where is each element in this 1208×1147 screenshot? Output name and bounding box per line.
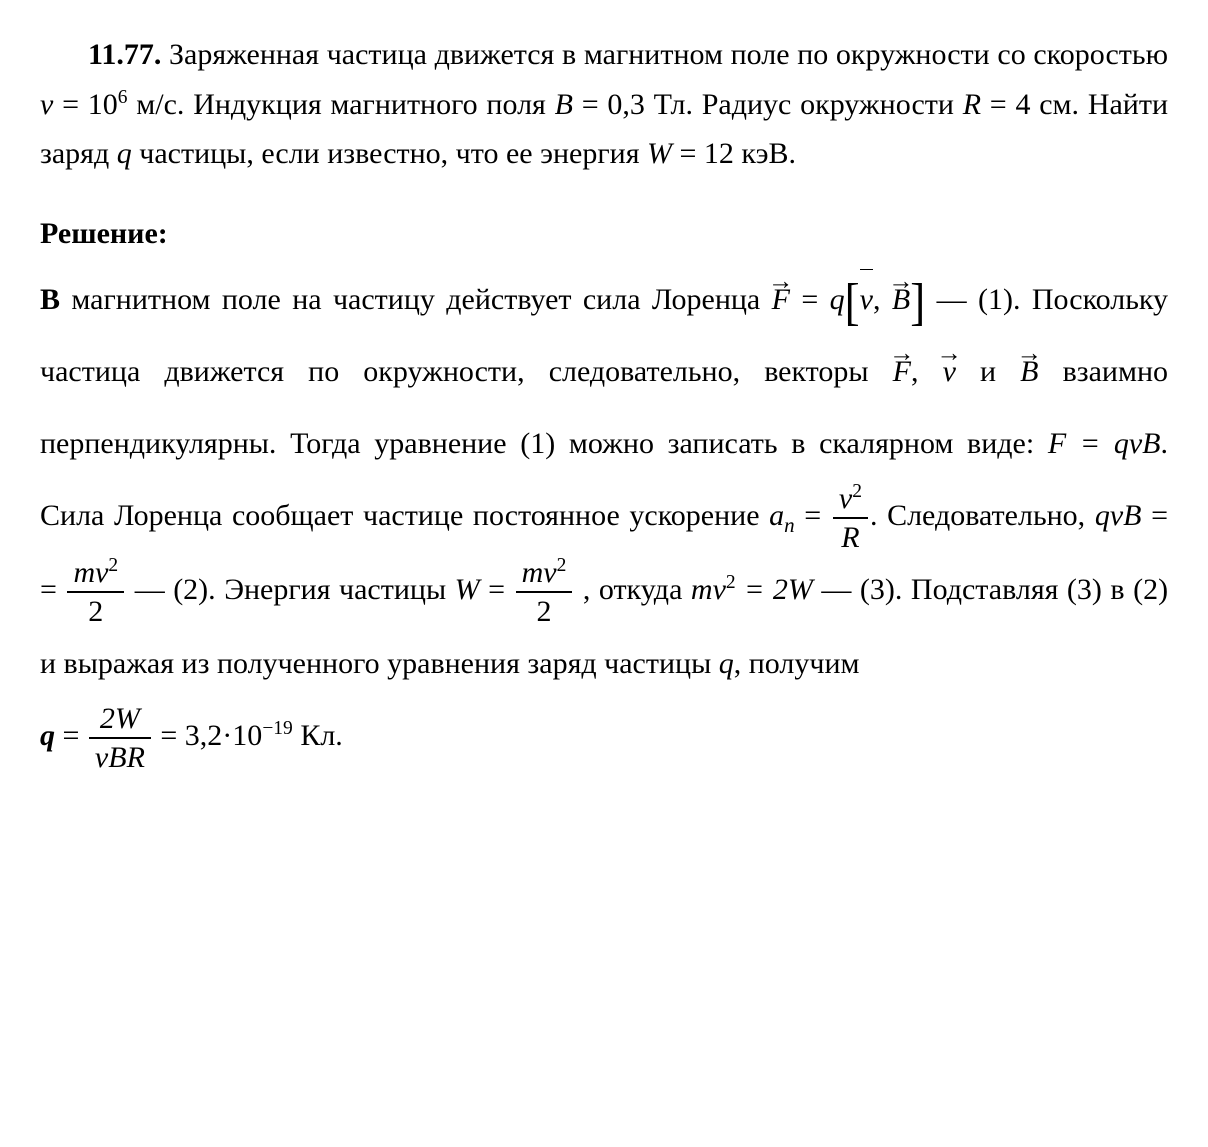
- ref-1: — (1).: [937, 283, 1032, 316]
- var-q: q: [117, 137, 132, 170]
- problem-text-3: Радиус окружности: [702, 88, 963, 121]
- fraction-v2-R: v2R: [833, 482, 868, 554]
- solution-title: Решение:: [40, 209, 1168, 259]
- left-bracket-icon: [: [845, 279, 860, 326]
- problem-statement: 11.77. Заряженная частица движется в маг…: [40, 30, 1168, 179]
- final-q: q: [40, 719, 55, 752]
- ref-2: — (2).: [135, 573, 225, 606]
- problem-text-2: Индукция магнитного поля: [193, 88, 554, 121]
- var-W2: W: [455, 573, 480, 606]
- vec-v2: v: [943, 336, 956, 408]
- problem-text-4b: частицы, если известно, что ее энергия: [139, 137, 647, 170]
- fraction-mv2-2: mv22: [67, 556, 124, 628]
- var-B: B: [555, 88, 573, 121]
- problem-number: 11.77.: [40, 38, 161, 71]
- var-a: a: [769, 499, 784, 532]
- vec-B2: B: [1020, 336, 1038, 408]
- scalar-eq: F = qvB: [1048, 427, 1161, 460]
- problem-text-1: Заряженная частица движется в магнитном …: [169, 38, 1168, 71]
- sol-s1-bold: В: [40, 283, 60, 316]
- fraction-mv2-2b: mv22: [516, 556, 573, 628]
- qvB: qvB: [1095, 499, 1142, 532]
- vec-v: v: [860, 264, 873, 336]
- var-v: v: [40, 88, 53, 121]
- var-R: R: [963, 88, 981, 121]
- fraction-final: 2WvBR: [89, 702, 151, 774]
- var-W: W: [647, 137, 672, 170]
- vec-F: F: [772, 264, 790, 336]
- solution-body: В магнитном поле на частицу действует си…: [40, 264, 1168, 774]
- right-bracket-icon: ]: [910, 279, 925, 326]
- ref-3: — (3).: [821, 573, 911, 606]
- vec-F2: F: [893, 336, 911, 408]
- var-q2: q: [719, 647, 734, 680]
